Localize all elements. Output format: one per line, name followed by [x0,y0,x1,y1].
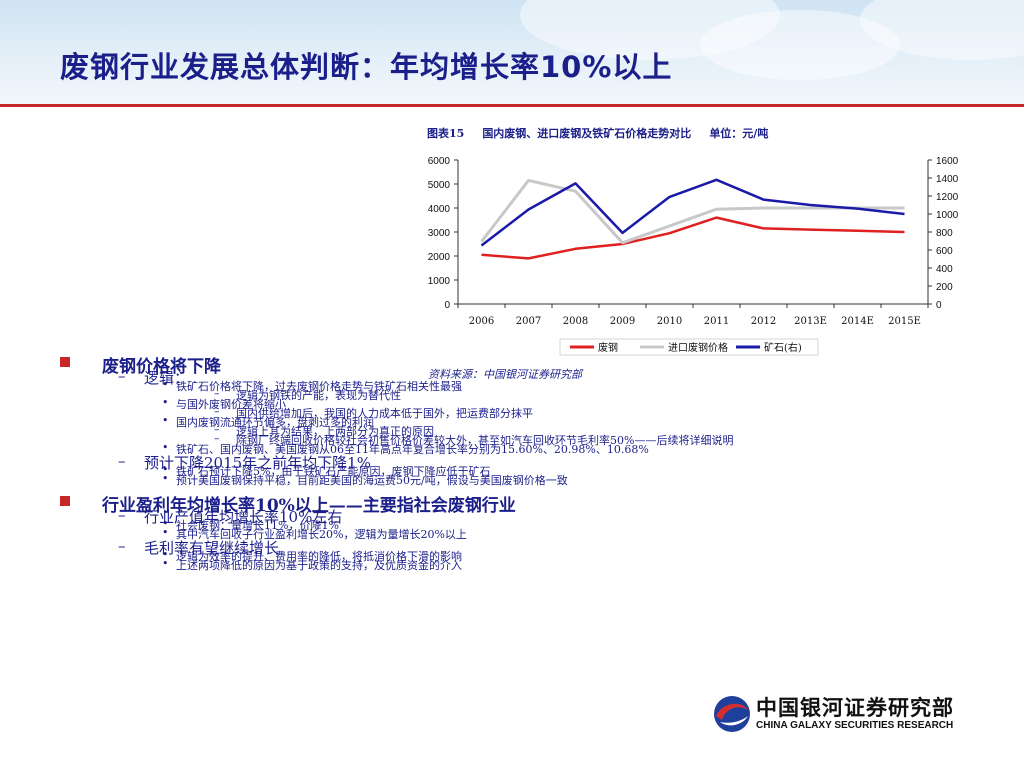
right-tick-label: 1400 [936,174,959,185]
x-tick-label: 2007 [516,316,541,327]
header-cloud-decoration [700,10,900,80]
figure-title: 国内废钢、进口废钢及铁矿石价格走势对比 [482,127,692,140]
x-tick-label: 2012 [751,316,776,327]
slide-header: 废钢行业发展总体判断：年均增长率10%以上 [0,0,1024,104]
bullet-text: 毛利率有望继续增长 [144,539,280,557]
left-tick-label: 3000 [428,228,451,239]
right-tick-label: 200 [936,282,953,293]
bullet-text: 除钢厂终端回收价格较社会初售价格价差较大外，甚至如汽车回收环节毛利率50%——后… [236,434,734,447]
bullet-text: 预计美国废钢保持平稳，目前距美国的海运费50元/吨，假设与美国废钢价格一致 [176,474,568,487]
galaxy-emblem-icon [714,696,750,732]
company-logo: 中国银河证券研究部 CHINA GALAXY SECURITIES RESEAR… [712,692,992,738]
x-tick-label: 2008 [563,316,588,327]
bullet-text: 逻辑为钢铁的产能，表现为替代性 [236,389,401,402]
bullet-text: 上述两项降低的原因为基于政策的支持，及优质资金的介入 [176,559,462,572]
left-tick-label: 1000 [428,276,451,287]
dot-bullet-icon: • [162,472,169,485]
dash-bullet-icon: – [118,506,126,524]
bullet-text: 铁矿石预计下降5%，由于铁矿石产能原因，废钢下降应低于矿石 [176,465,491,478]
dot-bullet-icon: • [162,378,169,391]
slide-title: 废钢行业发展总体判断：年均增长率10%以上 [60,50,673,84]
x-tick-label: 2014E [841,316,874,327]
right-tick-label: 600 [936,246,953,257]
red-square-bullet-icon [60,496,70,506]
x-tick-label: 2010 [657,316,682,327]
bullet-text: 铁矿石、国内废钢、美国废钢从06至11年高点年复合增长率分别为15.60%、20… [176,443,649,456]
right-tick-label: 800 [936,228,953,239]
dot-bullet-icon: • [162,441,169,454]
bullet-text: 社会废钢：量增长11%，价降1% [176,519,339,532]
dash-bullet-icon: – [118,537,126,555]
bullet-text: 其中汽车回收子行业盈利增长20%，逻辑为量增长20%以上 [176,528,467,541]
dot-bullet-icon: • [162,557,169,570]
bullet-text: 废钢价格将下降 [102,357,221,377]
dot-bullet-icon: • [162,463,169,476]
dot-bullet-icon: • [162,517,169,530]
bullet-text: 与国外废钢价差将缩小 [176,398,286,411]
bullet-text: 国内供给增加后，我国的人力成本低于国外，把运费部分抹平 [236,407,533,420]
dot-bullet-icon: • [162,414,169,427]
bullet-text: 行业盈利年均增长率10%以上——主要指社会废钢行业 [102,496,516,516]
chart-caption: 图表15 国内废钢、进口废钢及铁矿石价格走势对比 单位：元/吨 [427,125,786,141]
dash-bullet-icon: – [118,367,126,385]
logo-english-name: CHINA GALAXY SECURITIES RESEARCH [756,720,954,731]
dash-bullet-icon: – [118,452,126,470]
dot-bullet-icon: • [162,548,169,561]
legend-label-3: 矿石(右) [764,341,802,354]
x-tick-label: 2013E [794,316,827,327]
left-tick-label: 5000 [428,180,451,191]
x-tick-label: 2009 [610,316,635,327]
figure-unit: 单位：元/吨 [709,127,769,140]
bullet-text: 逻辑为效率的提升、费用率的降低，将抵消价格下滑的影响 [176,550,462,563]
legend-label-1: 废钢 [598,341,618,354]
x-tick-label: 2015E [888,316,921,327]
right-tick-label: 1200 [936,192,959,203]
source-note: 资料来源：中国银河证券研究部 [428,368,582,381]
dot-bullet-icon: • [162,396,169,409]
left-tick-label: 0 [444,300,450,311]
title-divider [0,104,1024,107]
dot-bullet-icon: • [162,526,169,539]
series-line-3 [480,178,905,247]
bullet-text: 预计下降2015年之前年均下降1% [144,454,371,472]
series-line-1 [481,216,905,260]
price-trend-chart: 0 1000 2000 3000 4000 5000 6000 0 200 400 600 800 10… [428,156,959,356]
chart-legend-box [559,338,819,356]
x-tick-label: 2011 [704,316,729,327]
bullet-text: 铁矿石价格将下降，过去废钢价格走势与铁矿石相关性最强 [176,380,462,393]
series-line-2 [480,178,905,245]
bullet-text: 国内废钢流通环节偏多，盘剥过多的利润 [176,416,374,429]
legend-label-2: 进口废钢价格 [668,341,728,354]
logo-chinese-name: 中国银河证券研究部 [756,696,954,720]
left-tick-label: 6000 [428,156,451,167]
figure-number: 图表15 [427,127,465,140]
right-tick-label: 0 [936,300,942,311]
bullet-text: 逻辑上其为结果，上两部分为真正的原因 [236,425,434,438]
dash-bullet-icon: – [214,432,220,445]
x-tick-label: 2006 [469,316,494,327]
right-tick-label: 400 [936,264,953,275]
dash-bullet-icon: – [214,423,220,436]
bullet-text: 行业产值年均增长率10%左右 [144,508,343,526]
right-tick-label: 1600 [936,156,959,167]
red-square-bullet-icon [60,357,70,367]
bullet-text: 逻辑： [144,369,190,387]
dash-bullet-icon: – [214,405,220,418]
right-tick-label: 1000 [936,210,959,221]
dash-bullet-icon: – [214,387,220,400]
left-tick-label: 2000 [428,252,451,263]
left-tick-label: 4000 [428,204,451,215]
